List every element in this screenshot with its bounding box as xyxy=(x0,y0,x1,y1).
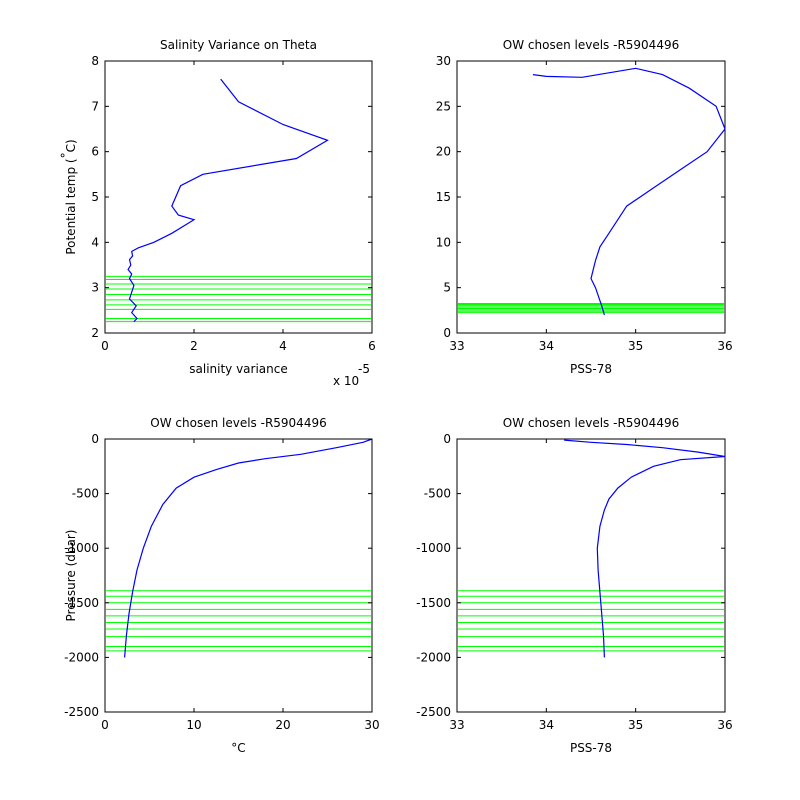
y-tick-label: 0 xyxy=(443,326,451,340)
x-tick-label: 36 xyxy=(717,339,732,353)
plot-area xyxy=(456,60,726,334)
y-axis-label-part: ° xyxy=(59,152,73,158)
y-tick-label: 15 xyxy=(436,190,451,204)
y-tick-label: -2500 xyxy=(416,705,451,719)
x-axis-label: salinity variance xyxy=(189,362,288,376)
x-axis-label: PSS-78 xyxy=(570,741,612,755)
x-tick-label: 4 xyxy=(279,339,287,353)
x-tick-label: 36 xyxy=(717,718,732,732)
x-axis-exponent: -5 xyxy=(358,362,370,376)
series-line xyxy=(564,439,726,658)
x-tick-label: 0 xyxy=(101,339,109,353)
y-tick-label: 0 xyxy=(443,432,451,446)
chart-title: OW chosen levels -R5904496 xyxy=(503,416,679,430)
y-tick-label: -1000 xyxy=(416,541,451,555)
x-tick-label: 34 xyxy=(539,339,554,353)
series-line xyxy=(127,78,329,323)
y-tick-label: -1500 xyxy=(416,596,451,610)
y-tick-label: -2500 xyxy=(64,705,99,719)
x-tick-label: 34 xyxy=(539,718,554,732)
x-tick-label: 2 xyxy=(190,339,198,353)
x-axis-multiplier: x 10 xyxy=(333,374,359,388)
chart-title: OW chosen levels -R5904496 xyxy=(150,416,326,430)
y-tick-label: 5 xyxy=(443,281,451,295)
y-tick-label: -2000 xyxy=(64,650,99,664)
chart-title: Salinity Variance on Theta xyxy=(160,38,317,52)
y-axis-label-part: C) xyxy=(64,139,78,152)
series-line xyxy=(124,438,373,658)
y-tick-label: 30 xyxy=(436,54,451,68)
x-tick-label: 20 xyxy=(275,718,290,732)
y-tick-label: -500 xyxy=(424,487,451,501)
y-tick-label: 7 xyxy=(91,99,99,113)
x-tick-label: 10 xyxy=(186,718,201,732)
y-axis-label: Potential temp (°C) xyxy=(59,139,78,254)
x-axis-label: PSS-78 xyxy=(570,362,612,376)
plot-area xyxy=(456,438,726,713)
y-tick-label: 0 xyxy=(91,432,99,446)
y-tick-label: -1000 xyxy=(64,541,99,555)
y-tick-label: 8 xyxy=(91,54,99,68)
x-tick-label: 33 xyxy=(449,339,464,353)
y-axis-label-part: Potential temp ( xyxy=(64,158,78,254)
x-tick-label: 35 xyxy=(628,718,643,732)
y-tick-label: 2 xyxy=(91,326,99,340)
y-axis-label: Pressure (dbar) xyxy=(64,530,78,622)
x-tick-label: 30 xyxy=(364,718,379,732)
plot-area xyxy=(104,60,373,334)
y-tick-label: 10 xyxy=(436,235,451,249)
y-tick-label: 4 xyxy=(91,235,99,249)
chart-panel-2: 33 34 35 36 0 5 10 15 20 25 30 OW chosen levels -R5… xyxy=(436,38,733,376)
chart-panel-3: 0 10 20 30 -2500 -2000 -1500 -1000 -500 0 OW chose… xyxy=(64,416,380,755)
y-tick-label: 20 xyxy=(436,145,451,159)
x-tick-label: 35 xyxy=(628,339,643,353)
x-tick-label: 0 xyxy=(101,718,109,732)
y-tick-label: 5 xyxy=(91,190,99,204)
x-tick-label: 6 xyxy=(368,339,376,353)
y-tick-label: 25 xyxy=(436,99,451,113)
series-line xyxy=(532,67,726,316)
chart-panel-4: 33 34 35 36 -2500 -2000 -1500 -1000 -500 0 OW chos… xyxy=(416,416,733,755)
y-tick-label: -500 xyxy=(72,487,99,501)
y-tick-label: -1500 xyxy=(64,596,99,610)
y-tick-label: 6 xyxy=(91,145,99,159)
y-tick-label: 3 xyxy=(91,281,99,295)
y-tick-label: -2000 xyxy=(416,650,451,664)
plot-area xyxy=(104,438,373,713)
x-axis-label: °C xyxy=(231,741,245,755)
x-tick-label: 33 xyxy=(449,718,464,732)
chart-title: OW chosen levels -R5904496 xyxy=(503,38,679,52)
